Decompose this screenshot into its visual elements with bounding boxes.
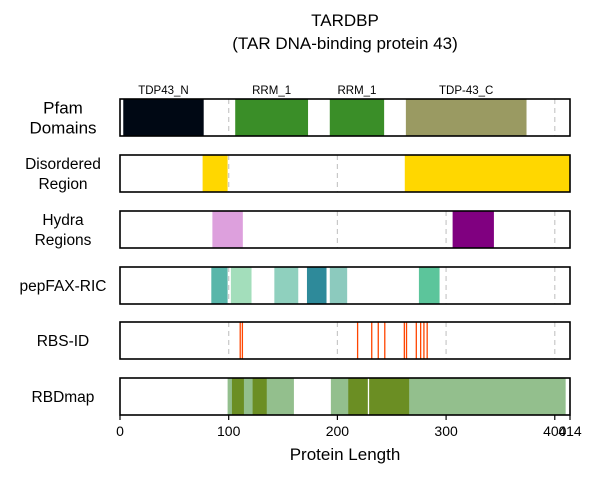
- segment-bar: [202, 155, 228, 192]
- segment-bar: [426, 322, 428, 359]
- track-label: RBDmap: [32, 389, 95, 406]
- segment-bar: [212, 211, 243, 248]
- segment-bar: [405, 99, 527, 136]
- segment-bar: [329, 99, 385, 136]
- segment-bar: [230, 267, 252, 304]
- segment-bar: [452, 211, 494, 248]
- segment-bar: [239, 322, 241, 359]
- segment-bar: [356, 322, 359, 359]
- segment-bar: [405, 322, 408, 359]
- track-label: Hydra Regions: [35, 212, 92, 249]
- x-axis-label: Protein Length: [290, 445, 401, 464]
- x-tick-label: 200: [326, 423, 350, 439]
- segment-bar: [348, 378, 410, 415]
- track-label: Disordered Region: [25, 156, 101, 193]
- track-frame: [119, 321, 571, 360]
- segment-bar: [235, 99, 309, 136]
- segment-bar: [423, 322, 425, 359]
- domain-label: RRM_1: [252, 85, 291, 97]
- x-tick-label: 100: [217, 423, 241, 439]
- domain-label: TDP43_N: [138, 85, 189, 97]
- domain-label: TDP-43_C: [439, 85, 493, 97]
- x-tick-label: 400: [543, 423, 567, 439]
- x-tick-label: 414: [558, 423, 582, 439]
- x-tick-label: 0: [116, 423, 124, 439]
- segment-bar: [415, 322, 417, 359]
- track-label: RBS-ID: [37, 333, 90, 350]
- chart-title: TARDBP: [311, 11, 379, 30]
- segment-bar: [231, 378, 244, 415]
- segment-bar: [241, 322, 244, 359]
- segment-bar: [418, 267, 440, 304]
- segment-bar: [211, 267, 228, 304]
- segment-bar: [306, 267, 327, 304]
- track-frame: [119, 377, 571, 416]
- chart-subtitle: (TAR DNA-binding protein 43): [232, 34, 458, 53]
- segment-bar: [123, 99, 204, 136]
- track-frame: [119, 98, 571, 137]
- domain-label: RRM_1: [337, 85, 376, 97]
- segment-bar: [367, 378, 370, 415]
- segment-bar: [420, 322, 422, 359]
- segment-bar: [371, 322, 373, 359]
- track-frame: [119, 266, 571, 305]
- track-frame: [119, 210, 571, 249]
- track-frame: [119, 154, 571, 193]
- segment-bar: [377, 322, 379, 359]
- segment-bar: [403, 322, 405, 359]
- segment-bar: [252, 378, 267, 415]
- segment-bar: [274, 267, 299, 304]
- segment-bar: [329, 267, 348, 304]
- track-label: Pfam Domains: [29, 98, 96, 137]
- segment-bar: [404, 155, 570, 192]
- track-label: pepFAX-RIC: [19, 278, 106, 295]
- x-tick-label: 300: [434, 423, 458, 439]
- segment-bar: [384, 322, 386, 359]
